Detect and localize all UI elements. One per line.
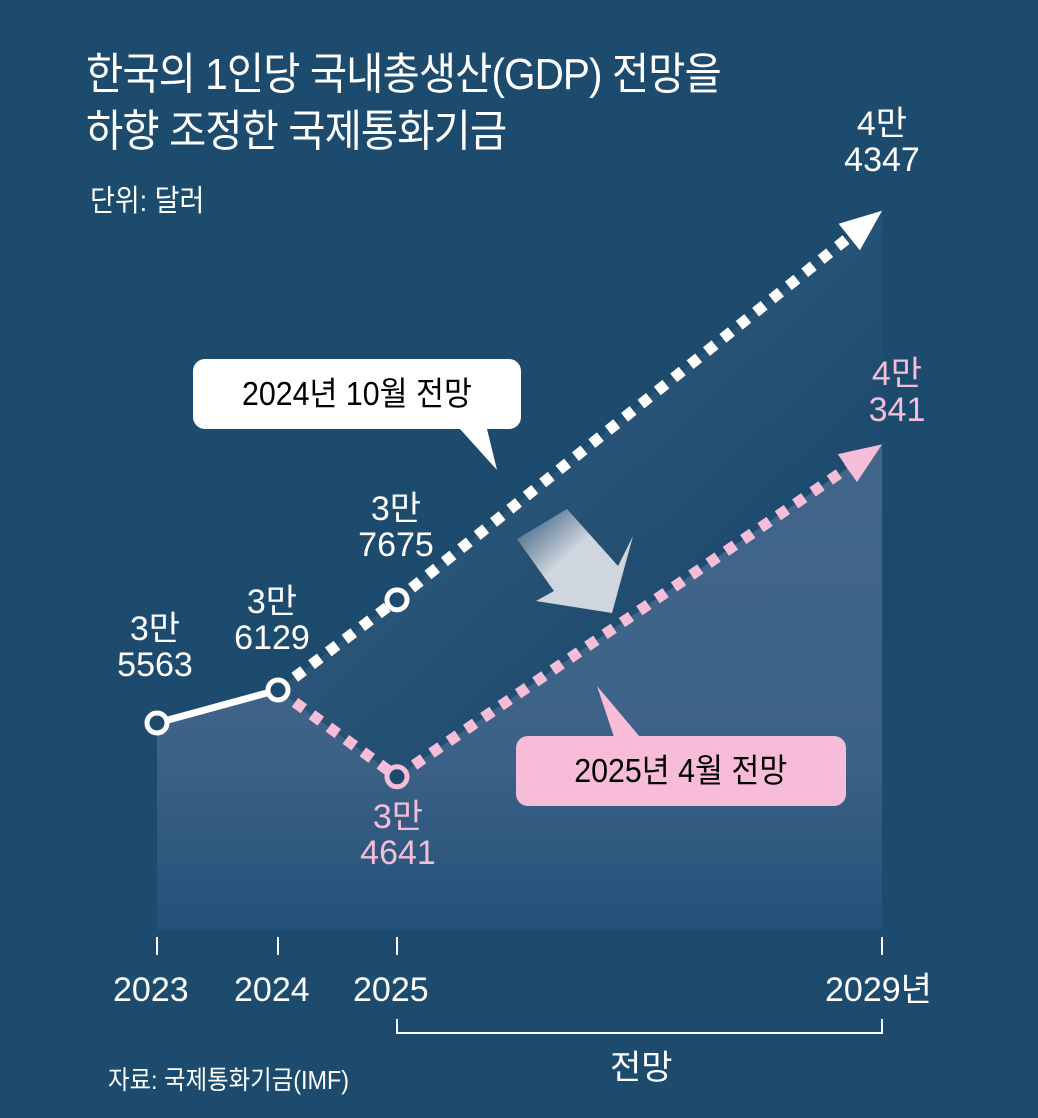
title-line-1: 한국의 1인당 국내총생산(GDP) 전망을: [86, 50, 722, 99]
callout-apr2025: 2025년 4월 전망: [516, 736, 846, 806]
label-2023-line-0: 3만: [130, 610, 180, 648]
unit-label: 단위: 달러: [90, 185, 205, 218]
label-2029-oct2024-line-0: 4만: [857, 105, 907, 143]
label-2025-apr2025: 3만 4641: [360, 798, 436, 872]
label-2025-apr2025-line-1: 4641: [360, 834, 436, 872]
title-line-2: 하향 조정한 국제통화기금: [86, 107, 507, 156]
oct2024-forecast-arrowhead: [838, 210, 882, 251]
point-2025-apr2025: [384, 764, 410, 790]
label-2029-oct2024: 4만 4347: [844, 105, 920, 179]
chart-title: 한국의 1인당 국내총생산(GDP) 전망을 하향 조정한 국제통화기금: [86, 46, 722, 160]
revision-gap-area: [278, 210, 882, 777]
callout-oct2024: 2024년 10월 전망: [193, 359, 521, 429]
point-2025-oct2024: [384, 587, 410, 613]
actual-line: [156, 686, 279, 727]
label-2029-oct2024-line-1: 4347: [844, 141, 920, 179]
label-2029-apr2025-line-1: 341: [869, 391, 926, 429]
label-2025-oct2024-line-1: 7675: [358, 526, 434, 564]
forecast-bracket: [396, 1019, 883, 1034]
label-2025-apr2025-line-0: 3만: [373, 798, 423, 836]
label-2025-oct2024-line-0: 3만: [371, 490, 421, 528]
label-2029-apr2025: 4만 341: [869, 355, 926, 429]
callout-oct2024-text: 2024년 10월 전망: [242, 375, 472, 412]
x-tick-label-2023: 2023: [113, 971, 189, 1009]
callout-oct2024-tail: [460, 429, 497, 470]
x-tick-label-2025: 2025: [353, 971, 429, 1009]
label-2024: 3만 6129: [234, 583, 310, 657]
label-2023-line-1: 5563: [117, 646, 193, 684]
point-2023: [144, 710, 170, 736]
label-2024-line-1: 6129: [234, 619, 310, 657]
x-tick-label-2024: 2024: [234, 971, 310, 1009]
callout-apr2025-tail: [597, 686, 640, 737]
forecast-label: 전망: [610, 1049, 673, 1087]
label-2025-oct2024: 3만 7675: [358, 490, 434, 564]
label-2023: 3만 5563: [117, 610, 193, 684]
x-tick-label-2029: 2029년: [825, 971, 932, 1009]
point-2024: [265, 677, 291, 703]
label-2029-apr2025-line-0: 4만: [872, 355, 922, 393]
label-2024-line-0: 3만: [247, 583, 297, 621]
downward-revision-arrow: [517, 509, 633, 613]
apr2025-forecast-arrowhead: [837, 444, 882, 483]
source-label: 자료: 국제통화기금(IMF): [108, 1065, 350, 1095]
callout-apr2025-text: 2025년 4월 전망: [574, 752, 788, 789]
